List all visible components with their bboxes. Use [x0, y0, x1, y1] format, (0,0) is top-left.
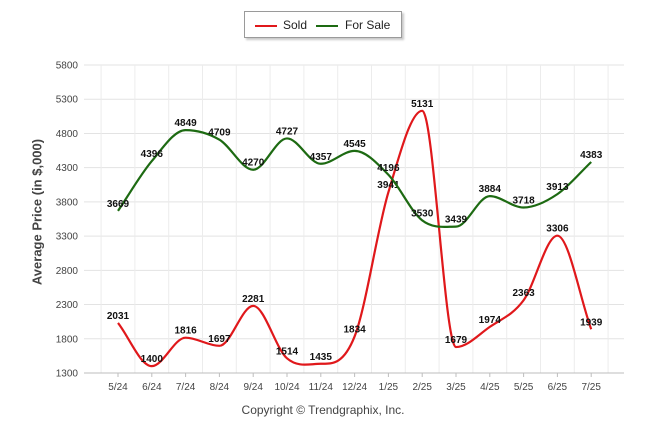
data-label-for-sale: 3718 [512, 196, 535, 207]
data-label-for-sale: 4196 [377, 163, 400, 174]
x-tick-label: 8/24 [210, 382, 230, 393]
x-tick-label: 5/24 [108, 382, 128, 393]
x-tick-label: 2/25 [412, 382, 432, 393]
data-label-sold: 3941 [377, 180, 400, 191]
x-tick-label: 1/25 [379, 382, 399, 393]
x-tick-label: 6/24 [142, 382, 162, 393]
copyright-credit: Copyright © Trendgraphix, Inc. [241, 403, 405, 417]
data-label-sold: 5131 [411, 99, 434, 110]
legend-label-sold: Sold [283, 18, 308, 32]
y-tick-label: 1300 [56, 369, 79, 380]
data-label-for-sale: 4545 [343, 139, 366, 150]
legend-swatch-sold [255, 25, 277, 27]
y-tick-label: 2300 [56, 300, 79, 311]
x-tick-label: 11/24 [309, 382, 334, 393]
data-label-for-sale: 4727 [276, 126, 299, 137]
y-tick-label: 1800 [56, 334, 79, 345]
x-tick-label: 3/25 [446, 382, 466, 393]
data-label-for-sale: 3884 [479, 184, 502, 195]
data-label-sold: 2363 [512, 288, 535, 299]
y-tick-label: 3800 [56, 197, 79, 208]
data-label-for-sale: 3439 [445, 215, 468, 226]
data-label-for-sale: 4383 [580, 150, 603, 161]
chart-legend: Sold For Sale [244, 11, 402, 38]
x-tick-label: 6/25 [548, 382, 568, 393]
data-label-sold: 3306 [546, 224, 569, 235]
data-label-for-sale: 3669 [107, 199, 130, 210]
legend-label-for-sale: For Sale [345, 18, 391, 32]
data-label-for-sale: 3913 [546, 182, 569, 193]
data-label-sold: 1816 [174, 326, 197, 337]
plot-area [84, 65, 624, 373]
data-label-for-sale: 4270 [242, 158, 265, 169]
data-label-sold: 1400 [141, 354, 164, 365]
y-tick-label: 5300 [56, 95, 79, 106]
data-label-sold: 1974 [479, 315, 502, 326]
x-tick-label: 12/24 [342, 382, 367, 393]
legend-swatch-for-sale [316, 25, 338, 27]
y-tick-label: 5800 [56, 61, 79, 72]
data-label-sold: 2031 [107, 311, 130, 322]
y-axis-title: Average Price (in $,000) [29, 138, 45, 286]
data-label-sold: 2281 [242, 294, 265, 305]
x-tick-label: 7/24 [176, 382, 196, 393]
data-label-sold: 1697 [208, 334, 231, 345]
x-tick-label: 5/25 [514, 382, 534, 393]
y-tick-label: 4800 [56, 129, 79, 140]
y-tick-label: 2800 [56, 266, 79, 277]
x-tick-label: 10/24 [274, 382, 299, 393]
data-label-for-sale: 4849 [174, 118, 197, 129]
x-tick-label: 4/25 [480, 382, 500, 393]
series-line-for-sale [117, 128, 592, 229]
x-tick-label: 7/25 [581, 382, 601, 393]
data-label-for-sale: 4357 [310, 152, 333, 163]
data-label-sold: 1834 [343, 324, 366, 335]
data-label-sold: 1939 [580, 317, 603, 328]
y-tick-label: 3300 [56, 232, 79, 243]
x-tick-label: 9/24 [243, 382, 263, 393]
data-label-for-sale: 4396 [141, 149, 164, 160]
data-label-sold: 1514 [276, 346, 299, 357]
data-label-for-sale: 4709 [208, 128, 231, 139]
data-label-sold: 1679 [445, 335, 468, 346]
data-label-for-sale: 3530 [411, 208, 434, 219]
series-line-sold [117, 109, 593, 368]
y-tick-label: 4300 [56, 163, 79, 174]
data-label-sold: 1435 [310, 352, 333, 363]
